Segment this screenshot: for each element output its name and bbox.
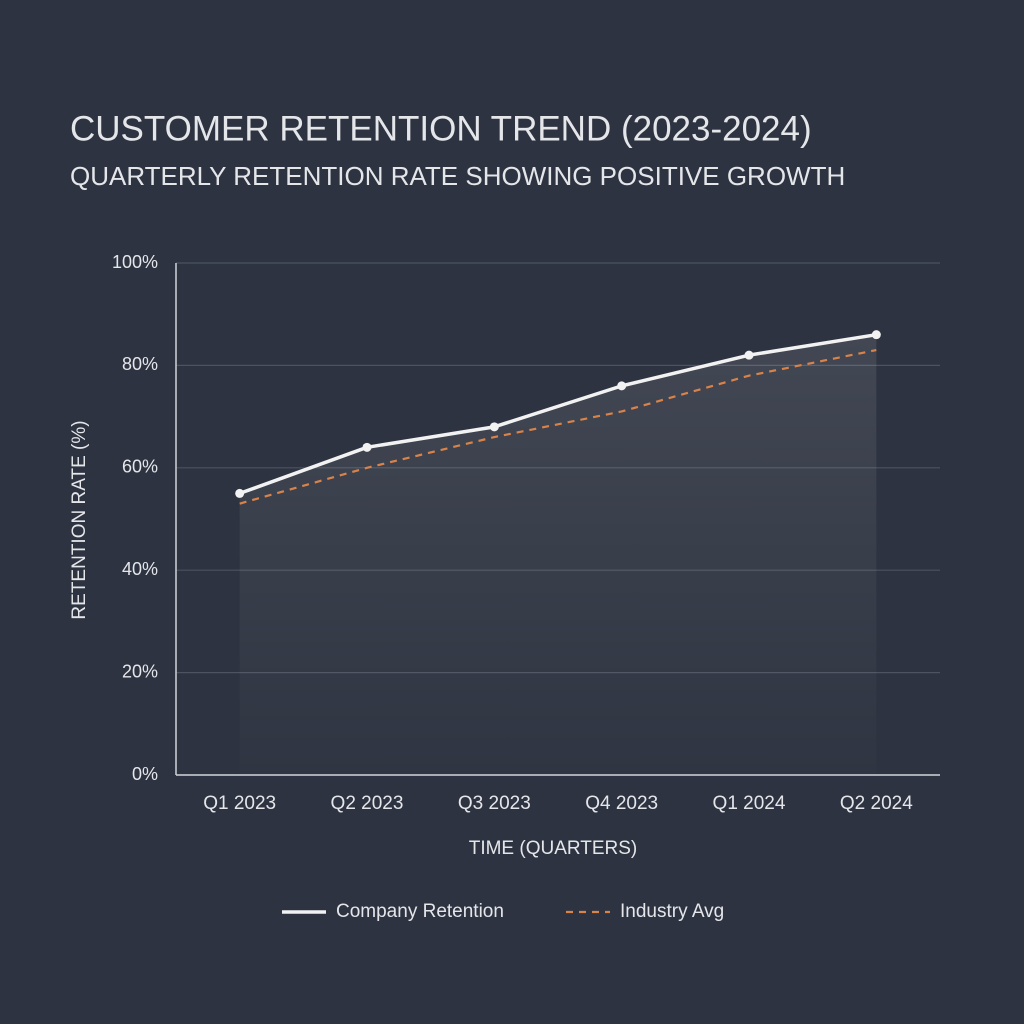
data-point bbox=[617, 381, 627, 391]
area-fill bbox=[239, 334, 877, 775]
data-point bbox=[744, 350, 754, 360]
chart-title: CUSTOMER RETENTION TREND (2023-2024) bbox=[70, 109, 812, 148]
x-axis-label: TIME (QUARTERS) bbox=[469, 838, 638, 859]
y-tick-label: 80% bbox=[122, 354, 158, 374]
data-point bbox=[362, 442, 372, 452]
legend-label: Company Retention bbox=[336, 901, 504, 922]
series-line bbox=[239, 332, 877, 496]
y-tick-label: 0% bbox=[132, 764, 158, 784]
series-line bbox=[239, 348, 877, 505]
y-tick-label: 100% bbox=[112, 252, 158, 272]
x-tick-label: Q2 2024 bbox=[840, 793, 913, 814]
x-tick-label: Q2 2023 bbox=[331, 793, 404, 814]
plot-area bbox=[235, 330, 881, 775]
data-point bbox=[871, 330, 881, 340]
y-axis-label: RETENTION RATE (%) bbox=[69, 420, 90, 619]
y-tick-label: 60% bbox=[122, 457, 158, 477]
x-tick-label: Q1 2023 bbox=[203, 793, 276, 814]
x-tick-label: Q1 2024 bbox=[713, 793, 786, 814]
x-tick-label: Q4 2023 bbox=[585, 793, 658, 814]
chart-subtitle: QUARTERLY RETENTION RATE SHOWING POSITIV… bbox=[70, 161, 845, 191]
data-point bbox=[489, 422, 499, 432]
y-tick-label: 20% bbox=[122, 661, 158, 681]
legend-label: Industry Avg bbox=[620, 901, 724, 922]
legend: Company Retention Industry Avg bbox=[282, 901, 724, 922]
data-point bbox=[235, 488, 245, 498]
y-tick-label: 40% bbox=[122, 559, 158, 579]
x-tick-label: Q3 2023 bbox=[458, 793, 531, 814]
